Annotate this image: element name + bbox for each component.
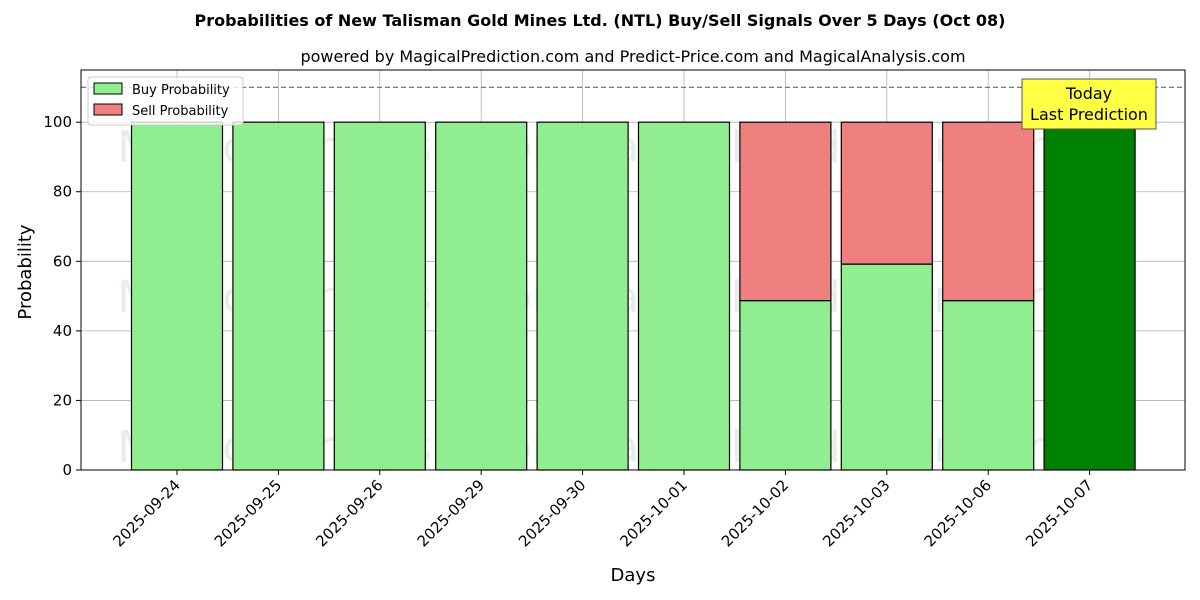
bar-sell [739,121,832,302]
x-tick-label: 2025-10-06 [921,476,995,550]
bar-sell [942,121,1035,302]
x-tick-label: 2025-09-26 [312,476,386,550]
bar-buy [232,121,325,471]
legend: Buy Probability Sell Probability [87,76,244,126]
y-axis-label: Probability [15,224,36,319]
bar-buy [637,121,731,471]
y-tick-label: 100 [43,113,72,131]
bar-sell [840,121,933,265]
x-tick-label: 2025-09-25 [211,476,285,550]
y-tick-label: 20 [53,391,72,409]
y-ticks: 0 20 40 60 80 100 [43,113,81,479]
y-tick-label: 80 [53,183,72,201]
legend-buy-swatch [93,82,123,95]
x-tick-label: 2025-09-29 [414,476,488,550]
bar-buy [1043,121,1136,471]
bars [130,121,1136,471]
bar-buy [942,300,1035,471]
x-tick-label: 2025-10-03 [819,476,893,550]
bar-buy [333,121,426,471]
legend-sell-label: Sell Probability [132,104,229,119]
axes [80,69,1186,471]
x-ticks: 2025-09-24 2025-09-25 2025-09-26 2025-09-29… [109,470,1096,550]
legend-frame [87,76,244,126]
chart-subtitle: powered by MagicalPrediction.com and Pre… [300,47,965,66]
y-tick-label: 60 [53,252,72,270]
today-label: Today [1065,84,1112,103]
legend-sell-swatch [93,103,123,116]
y-tick-label: 0 [62,461,72,479]
x-tick-label: 2025-09-30 [515,476,589,550]
chart-title: Probabilities of New Talisman Gold Mines… [195,11,1006,30]
today-annotation: Today Last Prediction [1021,78,1157,130]
today-annotation-box [1021,78,1157,130]
plot-frame [80,69,1186,471]
x-axis-label: Days [611,565,656,586]
bar-buy [130,121,224,471]
legend-buy-label: Buy Probability [132,83,230,98]
bar-buy [435,121,528,471]
bar-buy [536,121,629,471]
x-tick-label: 2025-09-24 [109,476,183,550]
x-tick-label: 2025-10-02 [718,476,792,550]
bar-buy [840,263,933,471]
y-tick-label: 40 [53,322,72,340]
x-tick-label: 2025-10-01 [616,476,690,550]
last-prediction-label: Last Prediction [1030,105,1148,124]
x-tick-label: 2025-10-07 [1022,476,1096,550]
bar-buy [739,300,832,471]
